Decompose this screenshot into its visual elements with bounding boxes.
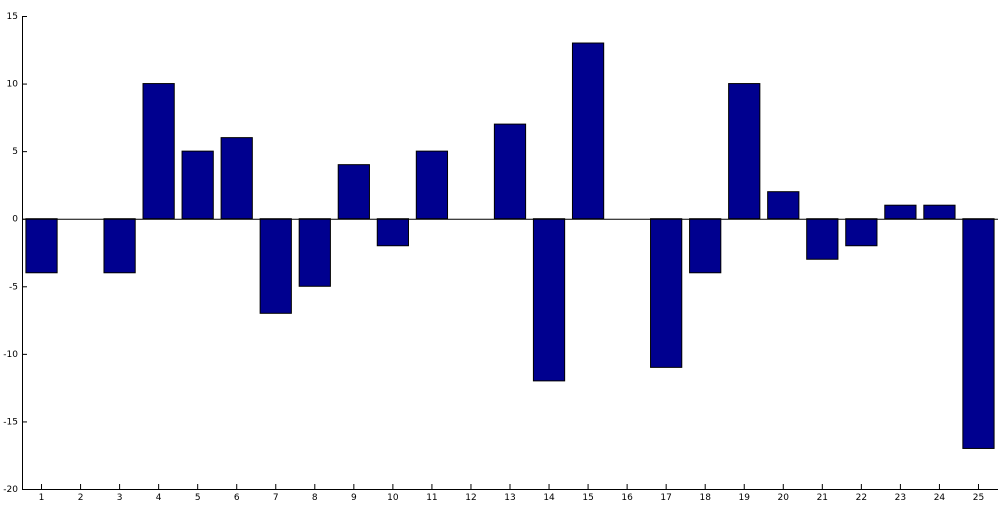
bar-13 — [493, 123, 527, 220]
x-tick-label: 5 — [195, 493, 201, 503]
bar-9 — [337, 164, 370, 220]
bar-24 — [923, 204, 956, 220]
y-tick-label: 10 — [7, 80, 19, 90]
y-axis-ticks: 15 10 5 0 -5 -10 -15 -20 — [3, 12, 27, 495]
y-tick-label: 15 — [7, 12, 18, 22]
x-tick-label: 9 — [351, 493, 357, 503]
x-tick-label: 25 — [973, 493, 984, 503]
bar-17 — [650, 218, 683, 368]
bar-series — [25, 42, 995, 449]
x-tick-label: 19 — [739, 493, 751, 503]
bar-4 — [142, 83, 175, 220]
bar-1 — [25, 218, 58, 274]
y-tick-label: -10 — [3, 350, 18, 360]
y-tick-label: -5 — [9, 282, 18, 292]
bar-6 — [220, 137, 253, 220]
y-tick-label: 0 — [12, 215, 18, 225]
x-tick-label: 15 — [582, 493, 593, 503]
bar-25 — [962, 218, 995, 449]
bar-21 — [806, 218, 839, 260]
x-tick-label: 1 — [39, 493, 45, 503]
x-tick-label: 10 — [387, 493, 399, 503]
x-tick-label: 8 — [312, 493, 318, 503]
bar-11 — [415, 150, 449, 220]
x-tick-label: 14 — [543, 493, 555, 503]
bar-20 — [767, 191, 800, 220]
bar-19 — [728, 83, 761, 220]
bar-14 — [532, 218, 566, 382]
x-tick-label: 22 — [856, 493, 867, 503]
x-tick-label: 16 — [621, 493, 633, 503]
bar-22 — [845, 218, 878, 247]
x-tick-label: 7 — [273, 493, 279, 503]
bar-5 — [181, 150, 214, 220]
x-tick-label: 6 — [234, 493, 240, 503]
x-axis-ticks: 1 2 3 4 5 6 7 8 9 10 11 12 13 14 15 16 17 18 19 20 21 22 23 24 2… — [39, 484, 984, 503]
y-tick-label: -20 — [3, 485, 18, 495]
x-tick-label: 12 — [465, 493, 476, 503]
x-tick-label: 3 — [117, 493, 123, 503]
x-tick-label: 24 — [934, 493, 946, 503]
x-tick-label: 18 — [699, 493, 711, 503]
bar-18 — [689, 218, 722, 274]
bar-8 — [298, 218, 331, 287]
y-tick-label: -15 — [3, 417, 18, 427]
x-tick-label: 11 — [426, 493, 437, 503]
x-tick-label: 2 — [78, 493, 84, 503]
bar-23 — [884, 204, 917, 220]
x-tick-label: 20 — [778, 493, 790, 503]
x-tick-label: 21 — [817, 493, 828, 503]
x-tick-label: 23 — [895, 493, 906, 503]
axes — [22, 16, 998, 490]
x-tick-label: 17 — [660, 493, 671, 503]
bar-3 — [103, 218, 136, 274]
bar-15 — [571, 42, 605, 220]
bar-7 — [259, 218, 292, 314]
bar-10 — [376, 218, 409, 247]
x-tick-label: 13 — [504, 493, 515, 503]
y-tick-label: 5 — [12, 147, 18, 157]
x-tick-label: 4 — [156, 493, 162, 503]
